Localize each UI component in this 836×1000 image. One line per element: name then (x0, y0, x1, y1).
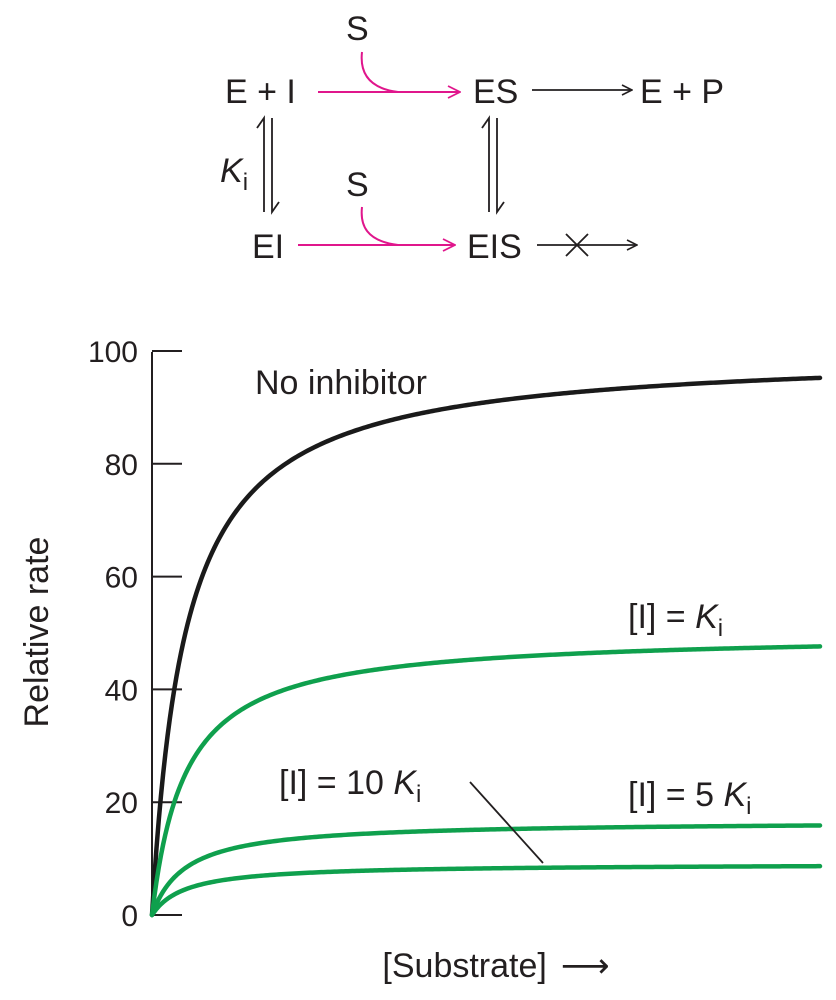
reaction-scheme: E + I ES E + P EI EIS S S Ki (220, 10, 724, 266)
species-es: ES (473, 73, 518, 111)
y-tick-label: 20 (105, 787, 138, 820)
substrate-label-bottom: S (346, 166, 369, 204)
x-axis-label: [Substrate] ⟶ (382, 947, 609, 985)
series-label-i-equals-ki: [I] = Ki (628, 598, 723, 642)
y-ticks: 0 20 40 60 80 100 (88, 336, 182, 933)
series-line-0 (149, 375, 823, 918)
y-tick-label: 80 (105, 449, 138, 482)
ki-label: Ki (220, 152, 248, 196)
y-tick-label: 100 (88, 336, 138, 369)
substrate-curve-bottom (360, 206, 399, 246)
species-ei: EI (252, 228, 284, 266)
leader-line-10ki (469, 781, 544, 864)
y-tick-label: 0 (121, 900, 138, 933)
species-eis: EIS (467, 228, 522, 266)
equilibrium-harpoons-right (481, 115, 505, 215)
series-line-1 (149, 644, 823, 918)
series-label-no-inhibitor: No inhibitor (255, 364, 427, 402)
series-line-2 (149, 823, 823, 918)
series-label-i-equals-10ki: [I] = 10 Ki (279, 764, 421, 808)
species-e-plus-p: E + P (640, 73, 724, 111)
series-line-3 (149, 863, 823, 918)
species-e-plus-i: E + I (225, 73, 296, 111)
series-label-i-equals-5ki: [I] = 5 Ki (628, 776, 751, 820)
curves (149, 375, 823, 918)
substrate-curve-top (360, 51, 399, 93)
equilibrium-harpoons-left (256, 115, 280, 215)
y-axis-label: Relative rate (18, 537, 56, 728)
blocked-cross-icon (565, 233, 589, 257)
y-tick-label: 40 (105, 674, 138, 707)
substrate-label-top: S (346, 10, 369, 48)
y-tick-label: 60 (105, 562, 138, 595)
